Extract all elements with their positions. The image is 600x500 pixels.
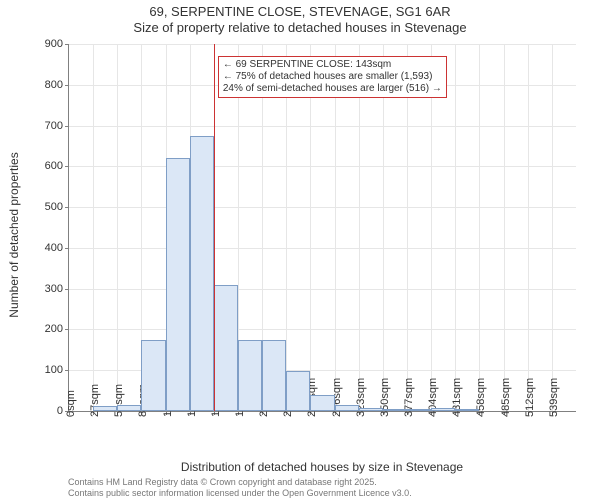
histogram-bar: [335, 405, 359, 411]
histogram-bar: [214, 285, 238, 411]
histogram-bar: [359, 408, 383, 411]
callout-box: ← 69 SERPENTINE CLOSE: 143sqm ← 75% of d…: [218, 56, 447, 98]
grid-line-v: [93, 44, 94, 411]
y-tick-label: 400: [45, 242, 69, 254]
plot-area: 01002003004005006007008009000sqm27sqm54s…: [68, 44, 576, 412]
histogram-bar: [166, 158, 190, 411]
grid-line-v: [117, 44, 118, 411]
grid-line-v: [504, 44, 505, 411]
y-tick-label: 800: [45, 79, 69, 91]
grid-line-h: [69, 166, 576, 167]
callout-line: ← 69 SERPENTINE CLOSE: 143sqm: [223, 59, 442, 71]
histogram-bar: [286, 371, 310, 411]
x-tick-label: 323sqm: [355, 378, 367, 417]
grid-line-v: [359, 44, 360, 411]
chart-title: 69, SERPENTINE CLOSE, STEVENAGE, SG1 6AR: [0, 0, 600, 20]
histogram-bar: [238, 340, 262, 411]
grid-line-v: [528, 44, 529, 411]
chart-subtitle: Size of property relative to detached ho…: [0, 20, 600, 35]
histogram-bar: [141, 340, 165, 411]
x-tick-label: 404sqm: [427, 378, 439, 417]
reference-line: [214, 44, 215, 411]
y-tick-label: 600: [45, 160, 69, 172]
x-tick-label: 54sqm: [113, 384, 125, 417]
x-tick-label: 0sqm: [65, 390, 77, 417]
histogram-bar: [190, 136, 214, 411]
grid-line-v: [383, 44, 384, 411]
y-tick-label: 500: [45, 201, 69, 213]
grid-line-h: [69, 126, 576, 127]
y-axis-label: Number of detached properties: [7, 152, 21, 317]
x-tick-label: 539sqm: [548, 378, 560, 417]
y-tick-label: 100: [45, 364, 69, 376]
grid-line-v: [310, 44, 311, 411]
histogram-bar: [383, 409, 407, 411]
x-axis-label: Distribution of detached houses by size …: [68, 460, 576, 474]
x-tick-label: 485sqm: [500, 378, 512, 417]
x-tick-label: 458sqm: [475, 378, 487, 417]
callout-line: 24% of semi-detached houses are larger (…: [223, 83, 442, 95]
histogram-bar: [262, 340, 286, 411]
grid-line-v: [335, 44, 336, 411]
grid-line-h: [69, 207, 576, 208]
y-tick-label: 700: [45, 120, 69, 132]
histogram-bar: [93, 406, 117, 411]
callout-line: ← 75% of detached houses are smaller (1,…: [223, 71, 442, 83]
y-tick-label: 200: [45, 323, 69, 335]
x-tick-label: 431sqm: [451, 378, 463, 417]
histogram-bar: [407, 409, 431, 411]
grid-line-v: [552, 44, 553, 411]
footer-attribution: Contains HM Land Registry data © Crown c…: [68, 477, 412, 498]
x-tick-label: 350sqm: [379, 378, 391, 417]
grid-line-h: [69, 289, 576, 290]
grid-line-v: [431, 44, 432, 411]
footer-line: Contains HM Land Registry data © Crown c…: [68, 477, 412, 487]
y-tick-label: 300: [45, 283, 69, 295]
histogram-bar: [117, 405, 141, 411]
grid-line-h: [69, 44, 576, 45]
x-tick-label: 27sqm: [89, 384, 101, 417]
x-tick-label: 377sqm: [403, 378, 415, 417]
x-tick-label: 512sqm: [524, 378, 536, 417]
y-tick-label: 900: [45, 38, 69, 50]
grid-line-v: [479, 44, 480, 411]
grid-line-v: [407, 44, 408, 411]
grid-line-v: [286, 44, 287, 411]
histogram-bar: [310, 395, 334, 411]
footer-line: Contains public sector information licen…: [68, 488, 412, 498]
chart-container: 69, SERPENTINE CLOSE, STEVENAGE, SG1 6AR…: [0, 0, 600, 500]
histogram-bar: [431, 408, 455, 411]
grid-line-h: [69, 248, 576, 249]
grid-line-v: [455, 44, 456, 411]
grid-line-h: [69, 329, 576, 330]
histogram-bar: [455, 409, 479, 411]
